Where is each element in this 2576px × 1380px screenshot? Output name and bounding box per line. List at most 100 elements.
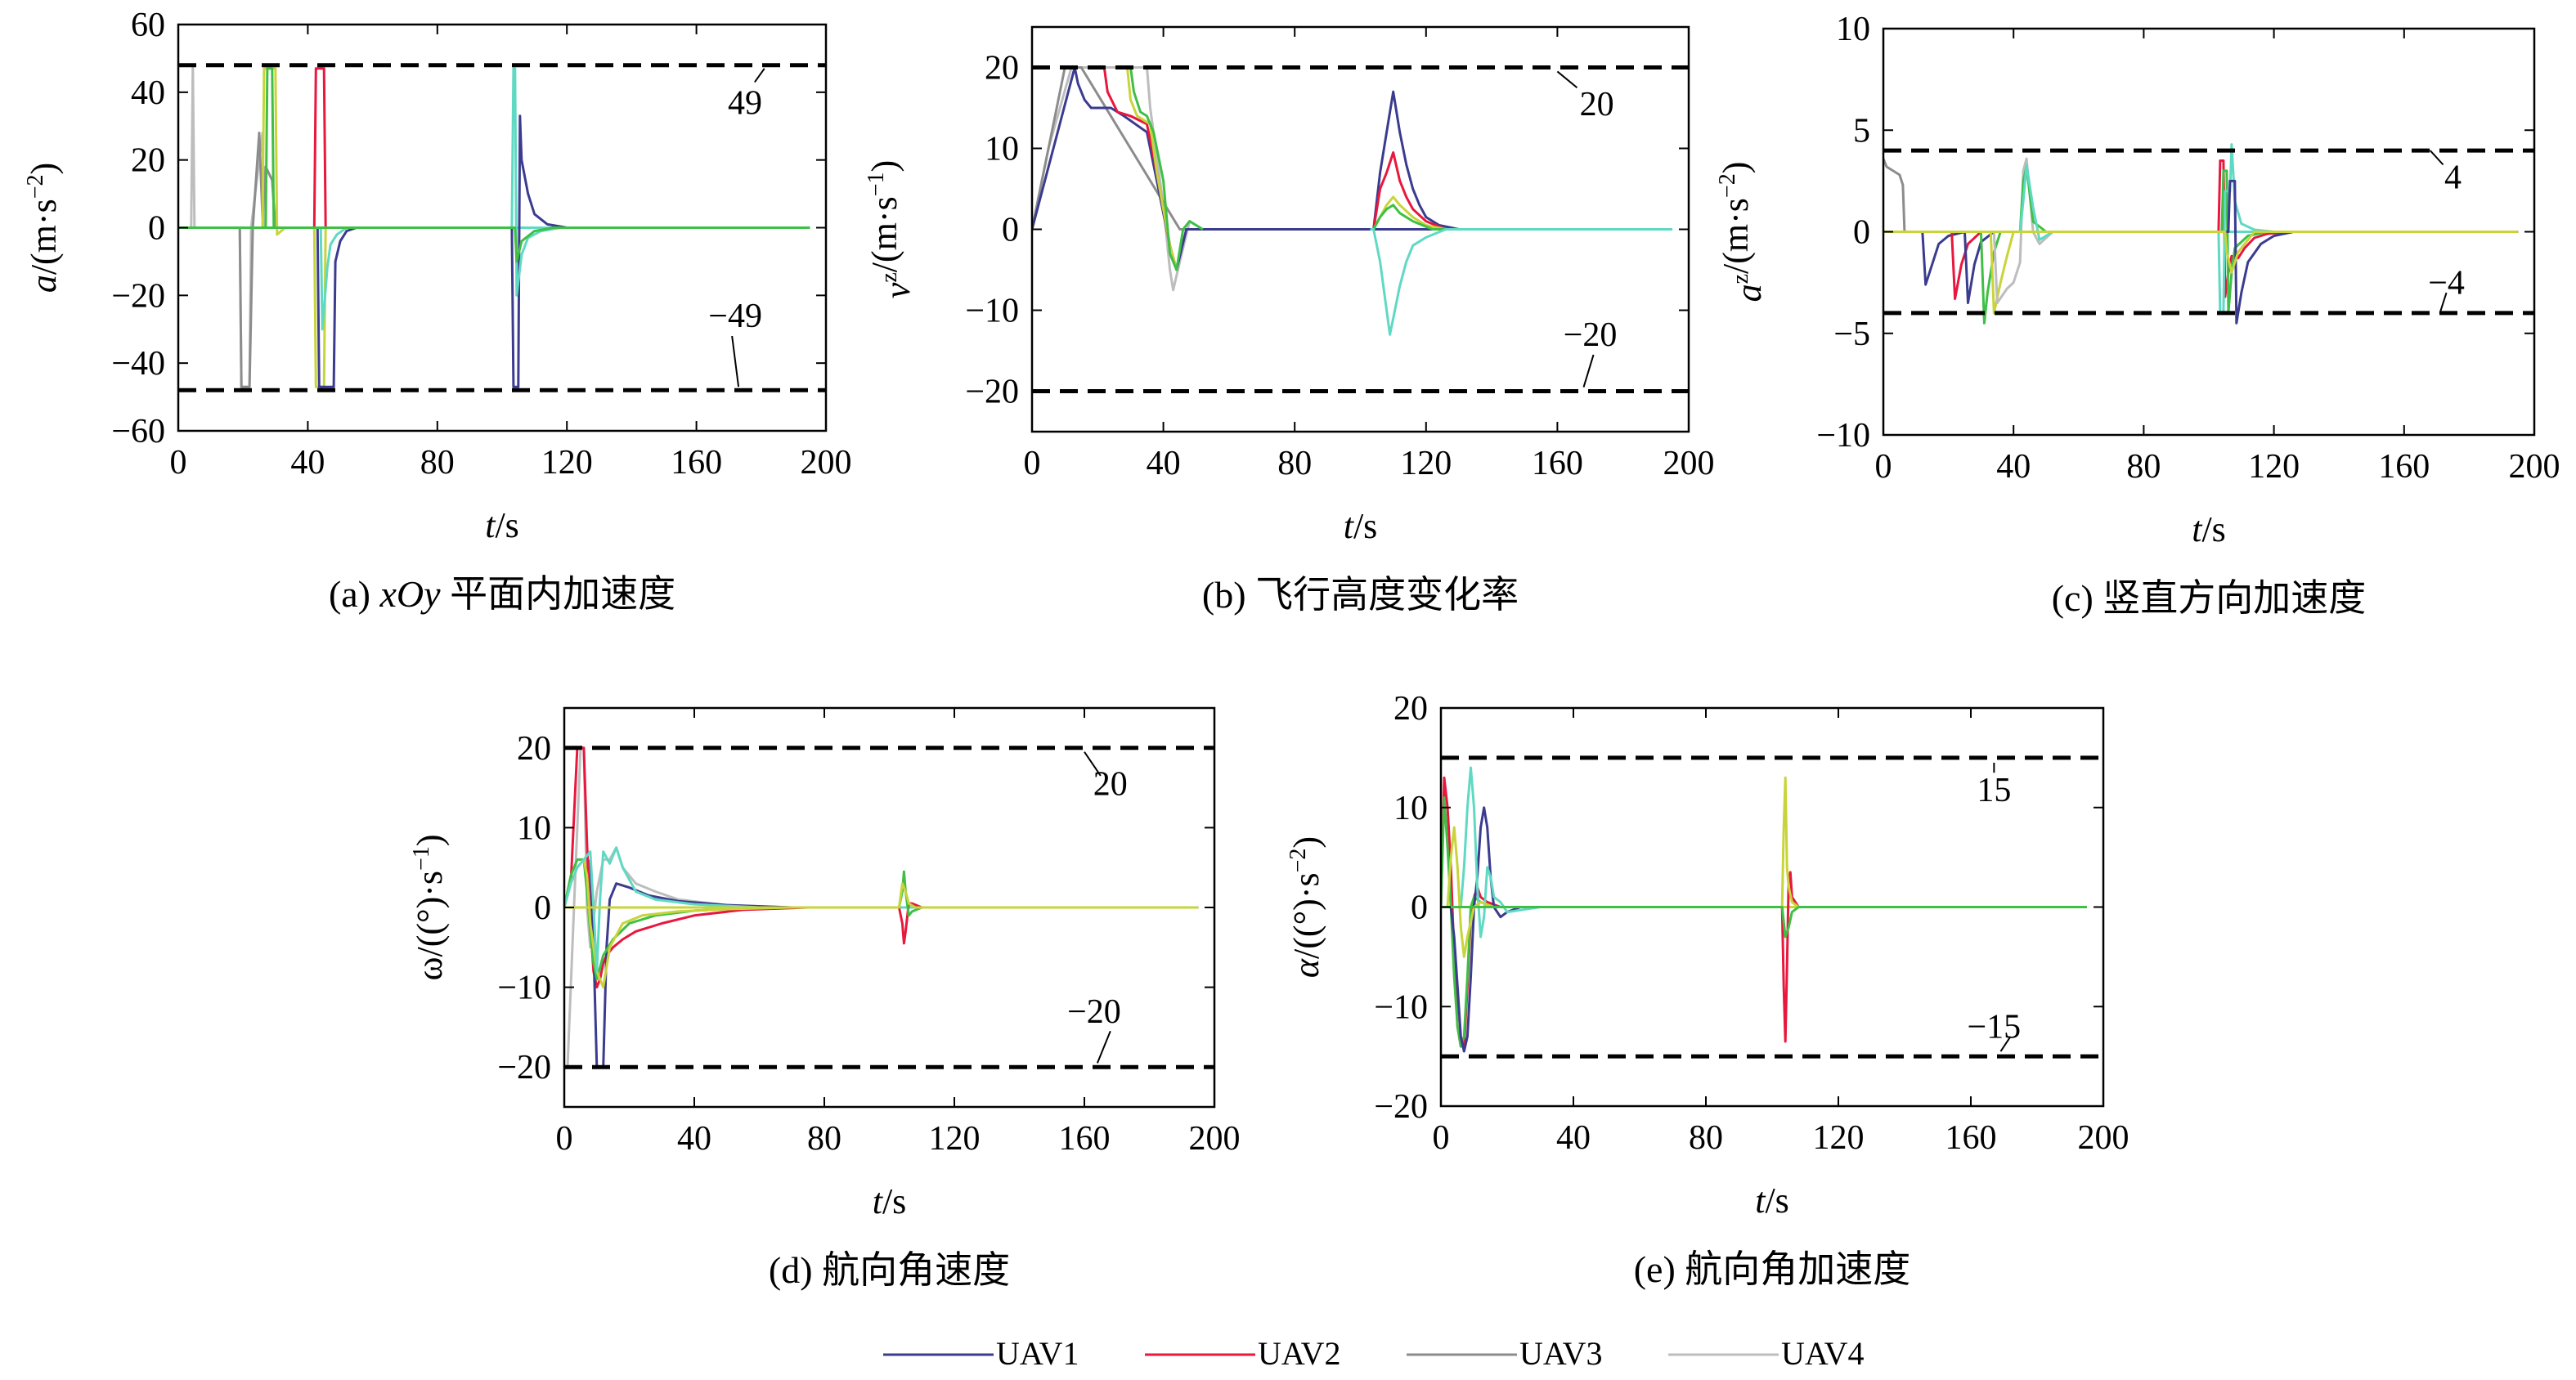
- panel-d: 0 40 80 120 160 200 −20 −10 0 10 20 20 −20 t/s ω/((°)·…: [409, 706, 1241, 1291]
- annotation-label: 4: [2444, 159, 2462, 196]
- annotation-leader: [754, 68, 765, 83]
- series-line-yellow-green-b: [1441, 776, 2087, 908]
- series-line-cyan-b: [1883, 143, 2519, 315]
- y-tick-label: 10: [517, 809, 551, 847]
- x-tick-label: 200: [2078, 1119, 2129, 1157]
- x-tick-label: 200: [1189, 1120, 1241, 1158]
- series-line-cyan: [1883, 164, 2519, 241]
- series-line-cyan: [1441, 766, 2087, 939]
- y-tick-label: 0: [148, 210, 165, 248]
- panel-caption: (e) 航向角加速度: [1634, 1248, 1911, 1290]
- series-line-green-b: [178, 226, 810, 263]
- x-tick-label: 120: [1813, 1119, 1865, 1157]
- series-line-green-2: [1883, 165, 2519, 233]
- x-tick-label: 80: [1277, 445, 1312, 482]
- series-line-green-b: [1883, 169, 2519, 315]
- x-tick-label: 80: [2126, 448, 2161, 486]
- x-tick-label: 160: [2378, 448, 2430, 486]
- panel-caption: (c) 竖直方向加速度: [2052, 577, 2367, 619]
- y-tick-label: 20: [985, 50, 1019, 87]
- annotation-label: 15: [1977, 772, 2011, 809]
- x-tick-label: 200: [801, 444, 852, 482]
- legend-label-uav3: UAV3: [1519, 1335, 1603, 1372]
- panel-caption: (d) 航向角速度: [769, 1249, 1010, 1291]
- series-line-green: [1883, 231, 2519, 325]
- x-tick-label: 40: [1996, 448, 2031, 486]
- y-tick-label: −20: [111, 277, 165, 315]
- series-line-uav4: [1032, 66, 1672, 292]
- annotation-label: −15: [1968, 1009, 2022, 1046]
- series-line-green-b: [1441, 906, 2087, 939]
- series-line-uav1: [1441, 806, 2087, 1053]
- y-tick-label: 20: [131, 142, 165, 180]
- legend-item-uav4: UAV4: [1668, 1335, 1865, 1372]
- series-line-uav2: [569, 746, 1199, 989]
- y-axis-label: ω/((°)·s−1): [409, 835, 450, 981]
- annotation-leader: [1556, 70, 1578, 89]
- series-line-uav1-b: [1883, 179, 2519, 325]
- y-tick-label: −10: [965, 293, 1019, 330]
- legend-item-uav1: UAV1: [883, 1335, 1079, 1372]
- x-tick-label: 120: [1400, 445, 1452, 482]
- y-tick-label: 0: [1411, 889, 1428, 927]
- series-group: [1032, 66, 1672, 336]
- legend-item-uav2: UAV2: [1145, 1335, 1341, 1372]
- series-line-uav2: [1883, 231, 2519, 300]
- y-tick-label: 0: [1002, 212, 1019, 249]
- y-axis-label: az/(m·s−2): [1715, 162, 1769, 302]
- y-tick-label: −20: [965, 374, 1019, 411]
- x-axis-label: t/s: [1755, 1181, 1789, 1221]
- series-group: [178, 64, 810, 388]
- x-tick-label: 0: [556, 1120, 573, 1158]
- x-tick-label: 0: [1875, 448, 1892, 486]
- panel-caption: (b) 飞行高度变化率: [1202, 574, 1519, 616]
- annotation-leader: [1096, 1030, 1111, 1064]
- annotation-leader: [1084, 751, 1102, 777]
- series-line-yellow-green-b: [1883, 231, 2519, 274]
- x-tick-label: 160: [671, 444, 722, 482]
- series-line-cyan: [564, 846, 1199, 973]
- y-tick-label: 40: [131, 74, 165, 112]
- annotation-label: −4: [2428, 265, 2465, 302]
- annotation-leader: [731, 335, 740, 388]
- series-line-uav1: [589, 859, 1199, 1069]
- x-tick-label: 40: [677, 1120, 711, 1158]
- x-axis-label: t/s: [2192, 509, 2226, 549]
- y-tick-label: −10: [1374, 988, 1428, 1026]
- series-line-green: [178, 67, 810, 229]
- annotation-leader: [2439, 292, 2448, 314]
- legend-label-uav4: UAV4: [1781, 1335, 1865, 1372]
- y-tick-label: −5: [1833, 316, 1870, 353]
- y-tick-label: 20: [517, 730, 551, 768]
- series-line-green-b: [1370, 204, 1672, 231]
- x-tick-label: 80: [1689, 1119, 1723, 1157]
- legend-label-uav2: UAV2: [1258, 1335, 1341, 1372]
- series-line-uav2-b: [1441, 871, 2087, 1043]
- annotation-leader: [2429, 150, 2444, 166]
- legend-item-uav3: UAV3: [1407, 1335, 1603, 1372]
- x-tick-label: 200: [1663, 445, 1715, 482]
- y-tick-label: 60: [131, 7, 165, 44]
- y-tick-label: −20: [497, 1049, 551, 1087]
- y-tick-label: −10: [1816, 417, 1870, 455]
- series-line-uav1: [1883, 231, 2519, 286]
- annotation-label: −20: [1564, 316, 1618, 354]
- x-tick-label: 80: [420, 444, 455, 482]
- x-axis-label: t/s: [485, 505, 519, 545]
- x-axis-label: t/s: [873, 1181, 907, 1221]
- x-tick-label: 120: [929, 1120, 981, 1158]
- annotation-label: 20: [1580, 86, 1614, 123]
- annotation-label: −20: [1067, 993, 1121, 1031]
- series-line-uav3: [1032, 66, 1672, 231]
- panel-c: 0 40 80 120 160 200 −10 −5 0 5 10 4 −4 t/s az/(m·s−2) (…: [1715, 11, 2560, 619]
- annotation-label: −49: [708, 298, 762, 335]
- series-group: [1441, 766, 2087, 1053]
- x-tick-label: 160: [1059, 1120, 1111, 1158]
- panel-caption: (a) xOy 平面内加速度: [329, 573, 675, 615]
- panel-e: 0 40 80 120 160 200 −20 −10 0 10 20 15 −15 t/s α/((°)·…: [1286, 690, 2129, 1290]
- series-line-yellow-green: [1883, 231, 2519, 315]
- y-axis-label: α/((°)·s−2): [1286, 836, 1326, 978]
- y-tick-label: −10: [497, 970, 551, 1007]
- y-tick-label: 10: [1836, 11, 1870, 48]
